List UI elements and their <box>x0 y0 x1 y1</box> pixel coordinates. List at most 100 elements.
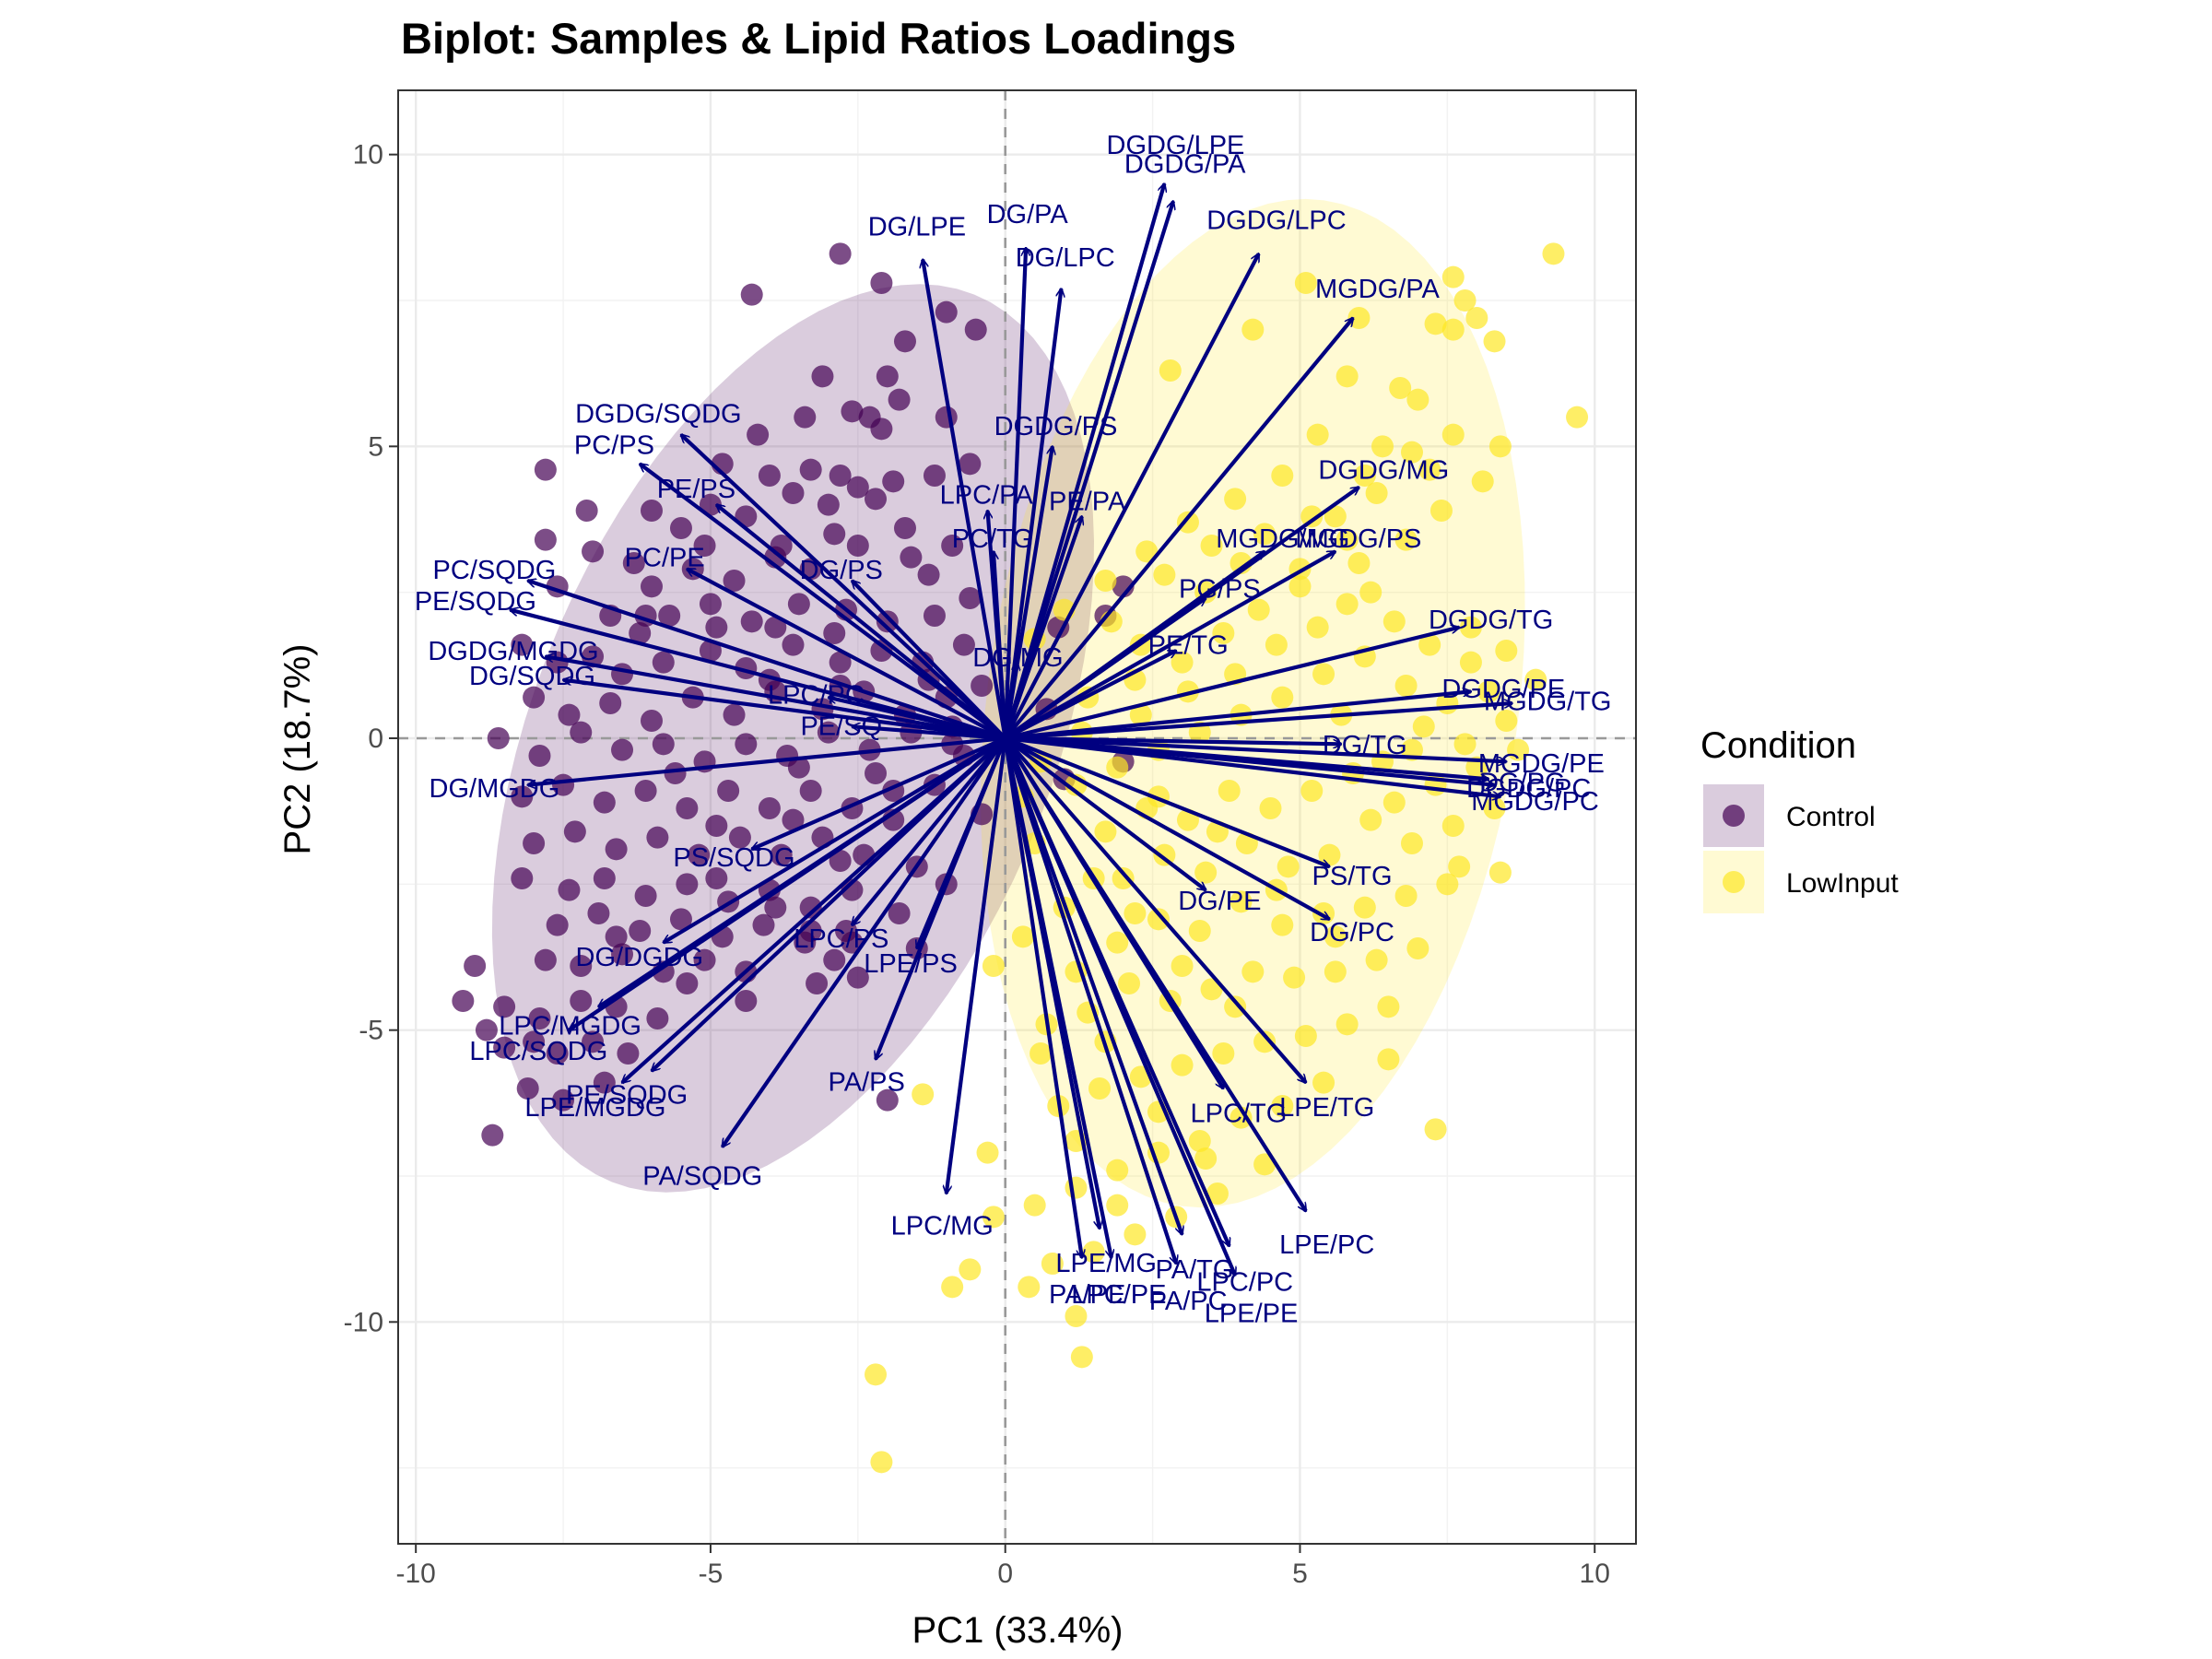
point-lowinput <box>982 955 1005 977</box>
point-lowinput <box>1324 960 1347 983</box>
point-control <box>782 633 805 656</box>
loading-label: DG/LPE <box>868 212 966 241</box>
loading-label: DG/PC <box>1310 918 1394 947</box>
point-control <box>622 552 645 574</box>
x-tick-label: -10 <box>396 1559 436 1589</box>
point-control <box>511 867 534 889</box>
point-lowinput <box>1335 1013 1359 1036</box>
loading-arrow <box>1003 253 1261 739</box>
point-lowinput <box>1353 896 1376 919</box>
point-lowinput <box>1300 780 1324 802</box>
x-tick-label: -5 <box>699 1559 724 1589</box>
point-lowinput <box>1218 780 1241 802</box>
point-lowinput <box>1324 505 1347 528</box>
point-control <box>646 1007 669 1030</box>
loading-label: MGDG/MG <box>1216 524 1349 554</box>
point-control <box>582 1030 605 1053</box>
chart-title: Biplot: Samples & Lipid Ratios Loadings <box>401 14 1236 63</box>
loading-label: LPE/MG <box>1055 1249 1157 1278</box>
point-lowinput <box>1106 756 1129 779</box>
point-lowinput <box>1394 885 1418 907</box>
loading-label: PE/SQDG <box>415 587 536 617</box>
point-lowinput <box>1288 575 1312 598</box>
point-lowinput <box>1400 441 1423 464</box>
loading-arrow <box>1003 663 1018 739</box>
loading-label: DGDG/SQDG <box>575 400 741 429</box>
point-lowinput <box>1418 458 1441 481</box>
point-control <box>676 797 699 819</box>
loading-label: PA/PC <box>1149 1287 1228 1316</box>
loading-arrow <box>1003 183 1165 739</box>
point-control <box>764 896 787 919</box>
point-control <box>846 476 869 499</box>
point-control <box>658 605 681 627</box>
point-lowinput <box>1394 675 1418 697</box>
point-lowinput <box>1524 668 1547 691</box>
loading-label: PE/SQ <box>800 712 882 741</box>
point-control <box>605 925 628 948</box>
loading-label: DGDG/PA <box>1124 150 1246 180</box>
point-control <box>523 832 546 854</box>
point-lowinput <box>1153 563 1176 586</box>
point-control <box>758 797 781 819</box>
point-control <box>705 867 728 889</box>
point-lowinput <box>1382 610 1406 633</box>
point-control <box>546 913 569 936</box>
loading-label: MGDG/PS <box>1295 524 1421 554</box>
loading-arrow <box>721 736 1007 1147</box>
point-control <box>664 762 687 784</box>
loading-arrow <box>1003 737 1112 1258</box>
loading-label: DGDG/MG <box>1318 456 1449 486</box>
loading-arrow <box>1005 735 1488 779</box>
x-axis-title: PC1 (33.4%) <box>912 1610 1124 1651</box>
loading-arrow <box>1005 703 1512 741</box>
point-control <box>593 1071 616 1094</box>
point-control <box>882 470 905 493</box>
point-control <box>1047 616 1070 639</box>
point-control <box>735 990 758 1012</box>
point-lowinput <box>1124 1223 1147 1246</box>
y-tick-label: 0 <box>368 724 383 754</box>
point-control <box>747 423 770 446</box>
legend-swatch-lowinput <box>1723 871 1745 893</box>
loading-arrow <box>1004 736 1306 1083</box>
point-control <box>865 488 888 511</box>
point-lowinput <box>1495 640 1518 662</box>
point-lowinput <box>1365 948 1388 971</box>
point-lowinput <box>1441 815 1465 837</box>
loading-arrow <box>716 505 1007 740</box>
point-lowinput <box>1112 867 1135 889</box>
point-control <box>676 873 699 896</box>
point-lowinput <box>1335 365 1359 388</box>
point-control <box>629 920 652 942</box>
point-lowinput <box>1277 855 1300 878</box>
point-control <box>693 535 716 557</box>
loading-label: PA/PE <box>1049 1280 1125 1310</box>
legend: Condition Control LowInput <box>1700 725 1899 913</box>
point-control <box>900 546 923 569</box>
loading-label: LPE/PE <box>1205 1299 1299 1328</box>
loading-arrow <box>1004 318 1353 740</box>
point-lowinput <box>1106 1194 1129 1217</box>
legend-title: Condition <box>1700 725 1856 766</box>
point-lowinput <box>1271 686 1294 709</box>
point-lowinput <box>1253 1030 1277 1053</box>
y-axis-title: PC2 (18.7%) <box>277 644 318 855</box>
point-control <box>717 780 740 802</box>
point-lowinput <box>1353 465 1376 487</box>
point-control <box>669 517 692 539</box>
point-control <box>534 948 557 971</box>
point-lowinput <box>1459 616 1482 639</box>
loading-label: PS/TG <box>1312 862 1393 891</box>
point-control <box>841 400 864 423</box>
point-control <box>534 528 557 551</box>
loading-label: DGDG/LPE <box>1107 131 1245 160</box>
point-control <box>640 575 663 598</box>
point-control <box>787 593 810 616</box>
point-control <box>846 535 869 557</box>
loading-label: PE/TG <box>1148 630 1229 660</box>
point-control <box>599 692 622 714</box>
point-lowinput <box>976 1141 999 1164</box>
